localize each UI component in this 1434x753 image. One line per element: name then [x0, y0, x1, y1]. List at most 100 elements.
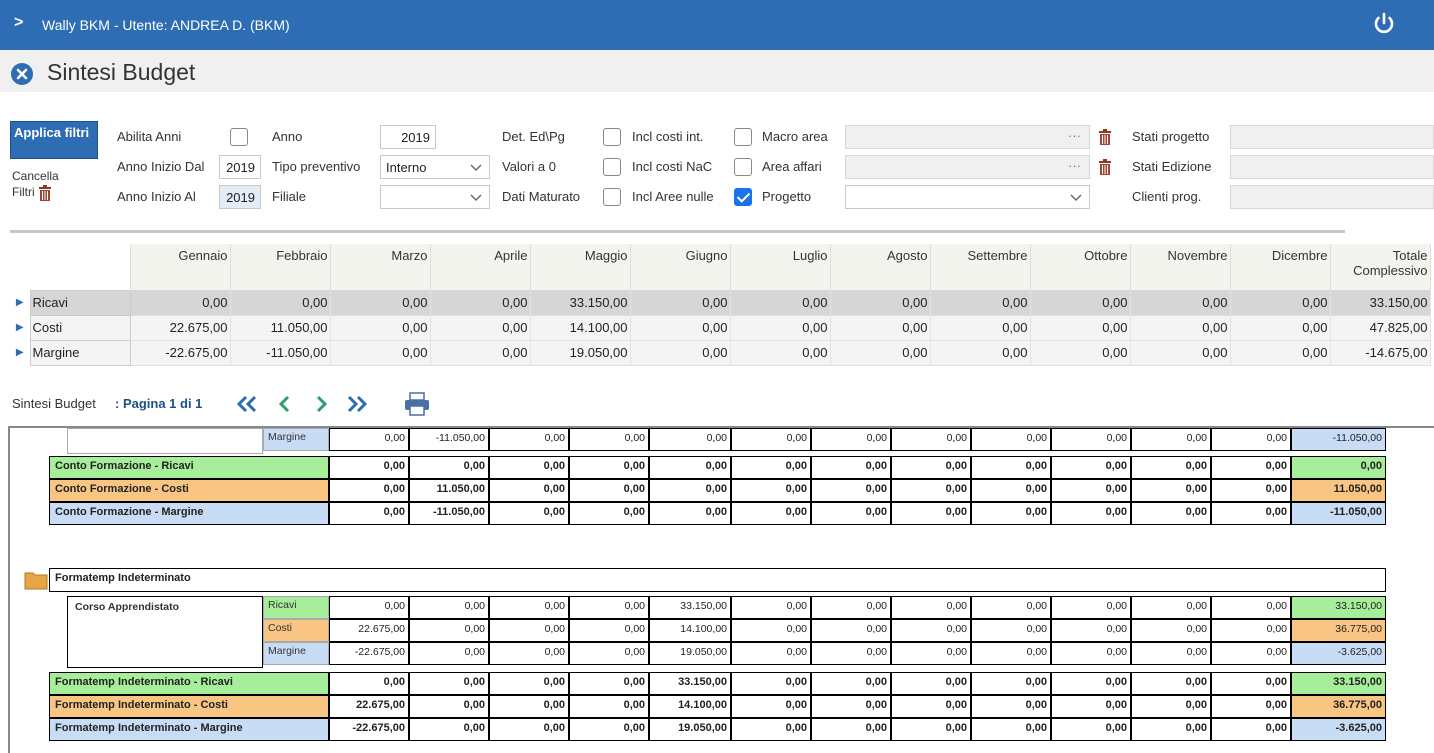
- column-header[interactable]: Gennaio: [130, 244, 231, 290]
- report-cell: 0,00: [1211, 695, 1291, 718]
- expand-arrow-icon[interactable]: ▶: [10, 315, 30, 340]
- report-cell: -11.050,00: [409, 502, 489, 525]
- power-icon[interactable]: [1372, 12, 1396, 36]
- summary-cell: 0,00: [1230, 290, 1331, 316]
- summary-cell: 0,00: [1230, 315, 1331, 341]
- report-cell: 0,00: [1291, 456, 1386, 479]
- summary-row[interactable]: ▶ Margine -22.675,00 -11.050,00 0,00 0,00 19.0…: [10, 339, 1431, 366]
- report-cell: 0,00: [1131, 642, 1211, 665]
- expand-arrow-icon[interactable]: ▶: [10, 290, 30, 315]
- trash-icon[interactable]: [38, 184, 52, 201]
- total-label: Formatemp Indeterminato - Margine: [49, 718, 329, 741]
- next-page-icon[interactable]: [306, 392, 336, 416]
- column-header[interactable]: Dicembre: [1230, 244, 1331, 290]
- report-preview: Margine 0,00 -11.050,00 0,00 0,00 0,00 0,00 0,0…: [8, 426, 1434, 753]
- report-cell: 0,00: [731, 619, 811, 642]
- more-icon[interactable]: ···: [1068, 158, 1081, 173]
- column-header[interactable]: Giugno: [630, 244, 731, 290]
- column-header[interactable]: Settembre: [930, 244, 1031, 290]
- progetto-select[interactable]: [845, 185, 1090, 209]
- incl-aree-nulle-checkbox[interactable]: [734, 188, 752, 206]
- column-header[interactable]: Luglio: [730, 244, 831, 290]
- dati-maturato-checkbox[interactable]: [603, 188, 621, 206]
- report-cell: 14.100,00: [649, 619, 731, 642]
- report-cell: 0,00: [971, 596, 1051, 619]
- summary-cell: 33.150,00: [530, 290, 631, 316]
- column-header[interactable]: Novembre: [1130, 244, 1231, 290]
- stati-progetto-input[interactable]: [1230, 125, 1434, 149]
- total-label: Formatemp Indeterminato - Ricavi: [49, 672, 329, 695]
- row-label: Ricavi: [29, 289, 131, 316]
- cancel-filters-button[interactable]: Cancella Filtri: [12, 168, 59, 201]
- report-cell: 0,00: [1131, 672, 1211, 695]
- report-cell: 0,00: [569, 502, 649, 525]
- column-header[interactable]: Totale Complessivo: [1330, 244, 1431, 290]
- anno-inizio-dal-input[interactable]: 2019: [219, 155, 261, 179]
- trash-icon[interactable]: [1098, 159, 1112, 175]
- chevron-down-icon: [470, 164, 482, 171]
- apply-filters-button[interactable]: Applica filtri: [10, 121, 98, 159]
- chevron-right-icon[interactable]: >: [14, 14, 24, 31]
- report-cell: 0,00: [811, 718, 891, 741]
- stati-edizione-label: Stati Edizione: [1132, 159, 1212, 174]
- total-label: Formatemp Indeterminato - Costi: [49, 695, 329, 718]
- column-header[interactable]: Ottobre: [1030, 244, 1131, 290]
- stati-edizione-input[interactable]: [1230, 155, 1434, 179]
- stati-progetto-label: Stati progetto: [1132, 129, 1210, 144]
- incl-costi-int-label: Incl costi int.: [632, 129, 704, 144]
- trash-icon[interactable]: [1098, 129, 1112, 145]
- more-icon[interactable]: ···: [1068, 128, 1081, 143]
- abilita-anni-checkbox[interactable]: [230, 128, 248, 146]
- report-cell: 0,00: [891, 596, 971, 619]
- summary-cell: 0,00: [930, 315, 1031, 341]
- summary-cell: 47.825,00: [1330, 315, 1431, 341]
- report-cell: 0,00: [731, 596, 811, 619]
- tipo-preventivo-select[interactable]: Interno: [380, 155, 490, 179]
- summary-cell: 0,00: [630, 340, 731, 366]
- summary-cell: 22.675,00: [130, 315, 231, 341]
- incl-costi-int-checkbox[interactable]: [734, 128, 752, 146]
- incl-costi-nac-label: Incl costi NaC: [632, 159, 713, 174]
- report-cell: 0,00: [971, 428, 1051, 451]
- column-header[interactable]: Aprile: [430, 244, 531, 290]
- report-cell: 11.050,00: [409, 479, 489, 502]
- title-bar: > Wally BKM - Utente: ANDREA D. (BKM): [0, 0, 1434, 50]
- column-header[interactable]: Maggio: [530, 244, 631, 290]
- area-affari-input[interactable]: ···: [845, 155, 1090, 179]
- valori-a-0-checkbox[interactable]: [603, 158, 621, 176]
- report-cell: 36.775,00: [1291, 619, 1386, 642]
- incl-costi-nac-checkbox[interactable]: [734, 158, 752, 176]
- column-header[interactable]: Marzo: [330, 244, 431, 290]
- filiale-select[interactable]: [380, 185, 490, 209]
- clienti-prog-input[interactable]: [1230, 185, 1434, 209]
- previous-page-icon[interactable]: [270, 392, 300, 416]
- report-cell: 0,00: [1131, 456, 1211, 479]
- column-header[interactable]: Agosto: [830, 244, 931, 290]
- report-cell: 0,00: [811, 642, 891, 665]
- report-cell: 0,00: [329, 672, 409, 695]
- last-page-icon[interactable]: [342, 392, 372, 416]
- macro-area-input[interactable]: ···: [845, 125, 1090, 149]
- report-cell: 0,00: [811, 596, 891, 619]
- summary-row[interactable]: ▶ Ricavi 0,00 0,00 0,00 0,00 33.150,00 0,00 0,00…: [10, 289, 1431, 316]
- summary-cell: 14.100,00: [530, 315, 631, 341]
- report-cell: 0,00: [811, 428, 891, 451]
- row-type-label: Margine: [263, 428, 329, 451]
- close-circle-icon[interactable]: [10, 62, 34, 86]
- report-cell: 0,00: [1211, 428, 1291, 451]
- anno-inizio-al-input[interactable]: 2019: [219, 185, 261, 209]
- tipo-preventivo-label: Tipo preventivo: [272, 159, 361, 174]
- report-cell: -11.050,00: [1291, 502, 1386, 525]
- report-cell: 0,00: [489, 642, 569, 665]
- first-page-icon[interactable]: [232, 392, 262, 416]
- report-cell: 19.050,00: [649, 642, 731, 665]
- print-icon[interactable]: [402, 392, 432, 416]
- expand-arrow-icon[interactable]: ▶: [10, 340, 30, 365]
- summary-row[interactable]: ▶ Costi 22.675,00 11.050,00 0,00 0,00 14.100,0…: [10, 314, 1431, 341]
- report-cell: 0,00: [731, 479, 811, 502]
- anno-input[interactable]: 2019: [380, 125, 436, 149]
- column-header[interactable]: Febbraio: [230, 244, 331, 290]
- folder-icon[interactable]: [24, 570, 48, 590]
- det-ed-pg-checkbox[interactable]: [603, 128, 621, 146]
- valori-a-0-label: Valori a 0: [502, 159, 556, 174]
